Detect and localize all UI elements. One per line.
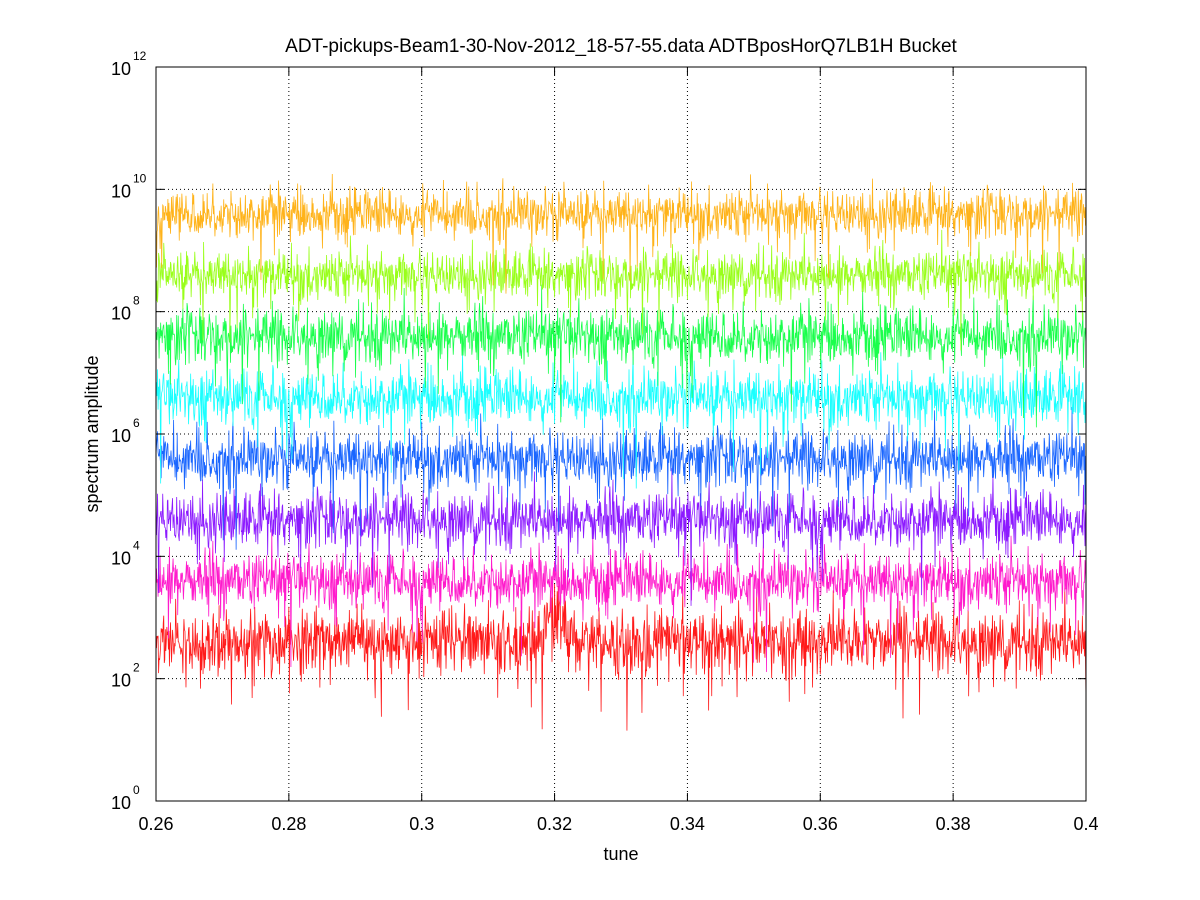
series-line-0: [155, 583, 1087, 731]
x-axis: 0.26 0.28 0.3 0.32 0.34 0.36 0.38 0.4: [138, 67, 1099, 834]
y-tick-label-base: 10: [111, 181, 131, 201]
series-line-2: [155, 468, 1087, 606]
series-line-6: [155, 229, 1087, 351]
x-tick-label: 0.38: [936, 814, 971, 834]
chart-title: ADT-pickups-Beam1-30-Nov-2012_18-57-55.d…: [285, 36, 957, 57]
x-tick-label: 0.36: [803, 814, 838, 834]
x-tick-label: 0.4: [1073, 814, 1098, 834]
y-tick-label-exponent: 10: [133, 171, 147, 185]
series-line-3: [155, 406, 1087, 550]
series-line-5: [155, 284, 1087, 428]
x-tick-label: 0.3: [409, 814, 434, 834]
x-tick-label: 0.26: [138, 814, 173, 834]
y-tick-label-base: 10: [111, 793, 131, 813]
y-tick-label-exponent: 8: [133, 294, 140, 308]
x-tick-label: 0.32: [537, 814, 572, 834]
y-tick-label-exponent: 2: [133, 661, 140, 675]
y-tick-label-base: 10: [111, 548, 131, 568]
y-axis-label: spectrum amplitude: [82, 355, 102, 512]
series-line-4: [155, 351, 1087, 489]
x-axis-label: tune: [603, 844, 638, 864]
y-tick-label-base: 10: [111, 304, 131, 324]
series-line-7: [155, 173, 1087, 294]
y-tick-label-base: 10: [111, 59, 131, 79]
y-tick-label-exponent: 4: [133, 538, 140, 552]
series-line-1: [155, 529, 1087, 673]
y-tick-label-base: 10: [111, 426, 131, 446]
y-tick-label-exponent: 12: [133, 49, 147, 63]
x-tick-label: 0.28: [271, 814, 306, 834]
y-tick-label-exponent: 6: [133, 416, 140, 430]
y-tick-label-base: 10: [111, 671, 131, 691]
y-tick-label-exponent: 0: [133, 783, 140, 797]
series-layer: [155, 173, 1087, 731]
x-tick-label: 0.34: [670, 814, 705, 834]
